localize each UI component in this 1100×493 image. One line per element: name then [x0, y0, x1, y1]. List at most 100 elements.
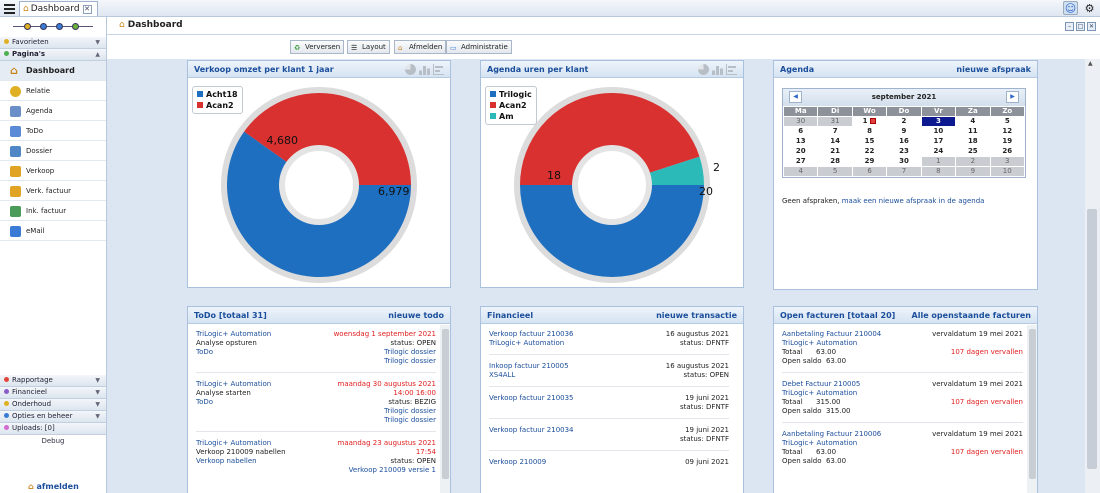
calendar-day[interactable]: 21 — [817, 146, 853, 157]
list-item[interactable]: Verkoop 210009 09 juni 2021 — [481, 458, 731, 467]
row-left-text[interactable]: TriLogic+ Automation — [782, 439, 858, 447]
calendar-day[interactable]: 8 — [920, 166, 957, 177]
calendar-day[interactable]: 17 — [920, 136, 957, 147]
sidebar-item-todo[interactable]: ToDo — [0, 121, 106, 141]
row-right-text[interactable]: Trilogic dossier — [384, 416, 436, 424]
new-appointment-link[interactable]: nieuwe afspraak — [956, 65, 1031, 74]
calendar-day[interactable]: 10 — [989, 166, 1026, 177]
calendar-day[interactable]: 27 — [782, 156, 819, 167]
sidebar-item-ink-factuur[interactable]: Ink. factuur — [0, 201, 106, 221]
sidebar-section-rapportage[interactable]: Rapportage ▼ — [0, 375, 106, 387]
layout-button[interactable]: ☰ Layout — [347, 40, 390, 54]
row-left-text[interactable]: TriLogic+ Automation — [782, 339, 858, 347]
sidebar-section-opties-en-beheer[interactable]: Opties en beheer ▼ — [0, 411, 106, 423]
logout-button[interactable]: ⌂ Afmelden — [394, 40, 447, 54]
next-month-icon[interactable]: ▶ — [1006, 91, 1019, 103]
scroll-thumb[interactable] — [1087, 209, 1097, 469]
list-item[interactable]: Verkoop factuur 210036 16 augustus 2021 Tr… — [481, 330, 731, 348]
hbar-chart-icon[interactable] — [726, 64, 737, 75]
calendar-day[interactable]: 23 — [886, 146, 922, 157]
row-right-text[interactable]: Trilogic dossier — [384, 407, 436, 415]
row-left-text[interactable]: ToDo — [196, 348, 214, 356]
sidebar-item-relatie[interactable]: Relatie — [0, 81, 106, 101]
sidebar-section-onderhoud[interactable]: Onderhoud ▼ — [0, 399, 106, 411]
calendar-day[interactable]: 16 — [886, 136, 922, 147]
hbar-chart-icon[interactable] — [433, 64, 444, 75]
new-todo-link[interactable]: nieuwe todo — [388, 311, 444, 320]
row-left-text[interactable]: TriLogic+ Automation — [782, 389, 858, 397]
sidebar-section-uploads-0-[interactable]: Uploads: [0] — [0, 423, 106, 435]
calendar-day[interactable]: 9 — [886, 126, 922, 137]
row-left-text[interactable]: TriLogic+ Automation — [489, 339, 565, 347]
calendar-day[interactable]: 7 — [886, 166, 922, 177]
calendar-day[interactable]: 3 — [989, 156, 1026, 167]
calendar-day[interactable]: 31 — [817, 116, 853, 127]
sidebar-section-pages[interactable]: Pagina's ▲ — [0, 49, 106, 61]
row-left-text[interactable]: Verkoop 210009 — [489, 458, 547, 466]
calendar-day[interactable]: 1 — [920, 156, 957, 167]
gear-icon[interactable]: ⚙ — [1084, 2, 1095, 15]
calendar-day[interactable]: 15 — [851, 136, 888, 147]
calendar-day[interactable]: 30 — [782, 116, 819, 127]
calendar-day[interactable]: 6 — [851, 166, 888, 177]
row-right-text[interactable]: Trilogic dossier — [384, 348, 436, 356]
calendar-day[interactable]: 12 — [989, 126, 1026, 137]
row-left-text[interactable]: Aanbetaling Factuur 210004 — [782, 330, 882, 338]
calendar-day[interactable]: 5 — [989, 116, 1026, 127]
calendar-day[interactable]: 4 — [782, 166, 819, 177]
prev-month-icon[interactable]: ◀ — [789, 91, 802, 103]
scroll-up-icon[interactable]: ▲ — [1088, 60, 1093, 67]
pie-chart-icon[interactable] — [698, 64, 709, 75]
calendar-day[interactable]: 30 — [886, 156, 922, 167]
list-item[interactable]: TriLogic+ Automation maandag 23 augustus … — [188, 439, 438, 475]
calendar-day[interactable]: 26 — [989, 146, 1026, 157]
row-left-text[interactable]: Verkoop nabellen — [196, 457, 257, 465]
sidebar-item-email[interactable]: eMail — [0, 221, 106, 241]
minimize-icon[interactable]: – — [1065, 22, 1074, 31]
main-scrollbar[interactable]: ▲ — [1085, 59, 1100, 493]
calendar-day[interactable]: 22 — [851, 146, 888, 157]
calendar-day[interactable]: 29 — [851, 156, 888, 167]
todo-scrollbar[interactable] — [440, 325, 450, 493]
invoice-scrollbar[interactable] — [1027, 325, 1037, 493]
row-left-text[interactable]: Verkoop factuur 210036 — [489, 330, 574, 338]
row-left-text[interactable]: Debet Factuur 210005 — [782, 380, 861, 388]
row-right-text[interactable]: Verkoop 210009 versie 1 — [348, 466, 436, 474]
list-item[interactable]: TriLogic+ Automation maandag 30 augustus … — [188, 380, 438, 425]
new-transaction-link[interactable]: nieuwe transactie — [656, 311, 737, 320]
admin-button[interactable]: ▭ Administratie — [446, 40, 512, 54]
row-left-text[interactable]: Aanbetaling Factuur 210006 — [782, 430, 882, 438]
list-item[interactable]: Verkoop factuur 210035 19 juni 2021 status… — [481, 394, 731, 412]
sidebar-item-agenda[interactable]: Agenda — [0, 101, 106, 121]
list-item[interactable]: TriLogic+ Automation woensdag 1 september… — [188, 330, 438, 366]
sidebar-item-dashboard[interactable]: ⌂ Dashboard — [0, 61, 106, 81]
list-item[interactable]: Aanbetaling Factuur 210004 vervaldatum 19… — [774, 330, 1025, 366]
sidebar-item-verkoop[interactable]: Verkoop — [0, 161, 106, 181]
sidebar-item-dossier[interactable]: Dossier — [0, 141, 106, 161]
calendar-day[interactable]: 19 — [989, 136, 1026, 147]
calendar-day[interactable]: 25 — [955, 146, 991, 157]
calendar-day[interactable]: 4 — [955, 116, 991, 127]
list-item[interactable]: Debet Factuur 210005 vervaldatum 19 mei 2… — [774, 380, 1025, 416]
row-left-text[interactable]: TriLogic+ Automation — [196, 330, 272, 338]
row-left-text[interactable]: XS4ALL — [489, 371, 516, 379]
list-item[interactable]: Verkoop factuur 210034 19 juni 2021 status… — [481, 426, 731, 444]
calendar-day[interactable]: 13 — [782, 136, 819, 147]
sidebar-item-verk-factuur[interactable]: Verk. factuur — [0, 181, 106, 201]
close-tab-icon[interactable]: ✕ — [82, 5, 92, 14]
logout-link[interactable]: ⌂ afmelden — [28, 482, 79, 491]
calendar-day[interactable]: 14 — [817, 136, 853, 147]
calendar-day[interactable]: 7 — [817, 126, 853, 137]
calendar-day[interactable]: 1 — [851, 116, 888, 127]
bar-chart-icon[interactable] — [419, 64, 430, 75]
refresh-button[interactable]: ♻ Verversen — [290, 40, 345, 54]
calendar-day[interactable]: 9 — [955, 166, 991, 177]
close-icon[interactable]: ✕ — [1087, 22, 1096, 31]
calendar-day[interactable]: 28 — [817, 156, 853, 167]
user-icon[interactable]: ☺ — [1063, 1, 1078, 15]
menu-icon[interactable] — [3, 2, 16, 15]
sidebar-section-favorites[interactable]: Favorieten ▼ — [0, 37, 106, 49]
sidebar-section-financieel[interactable]: Financieel ▼ — [0, 387, 106, 399]
pie-chart-icon[interactable] — [405, 64, 416, 75]
zoom-slider[interactable] — [0, 17, 106, 37]
